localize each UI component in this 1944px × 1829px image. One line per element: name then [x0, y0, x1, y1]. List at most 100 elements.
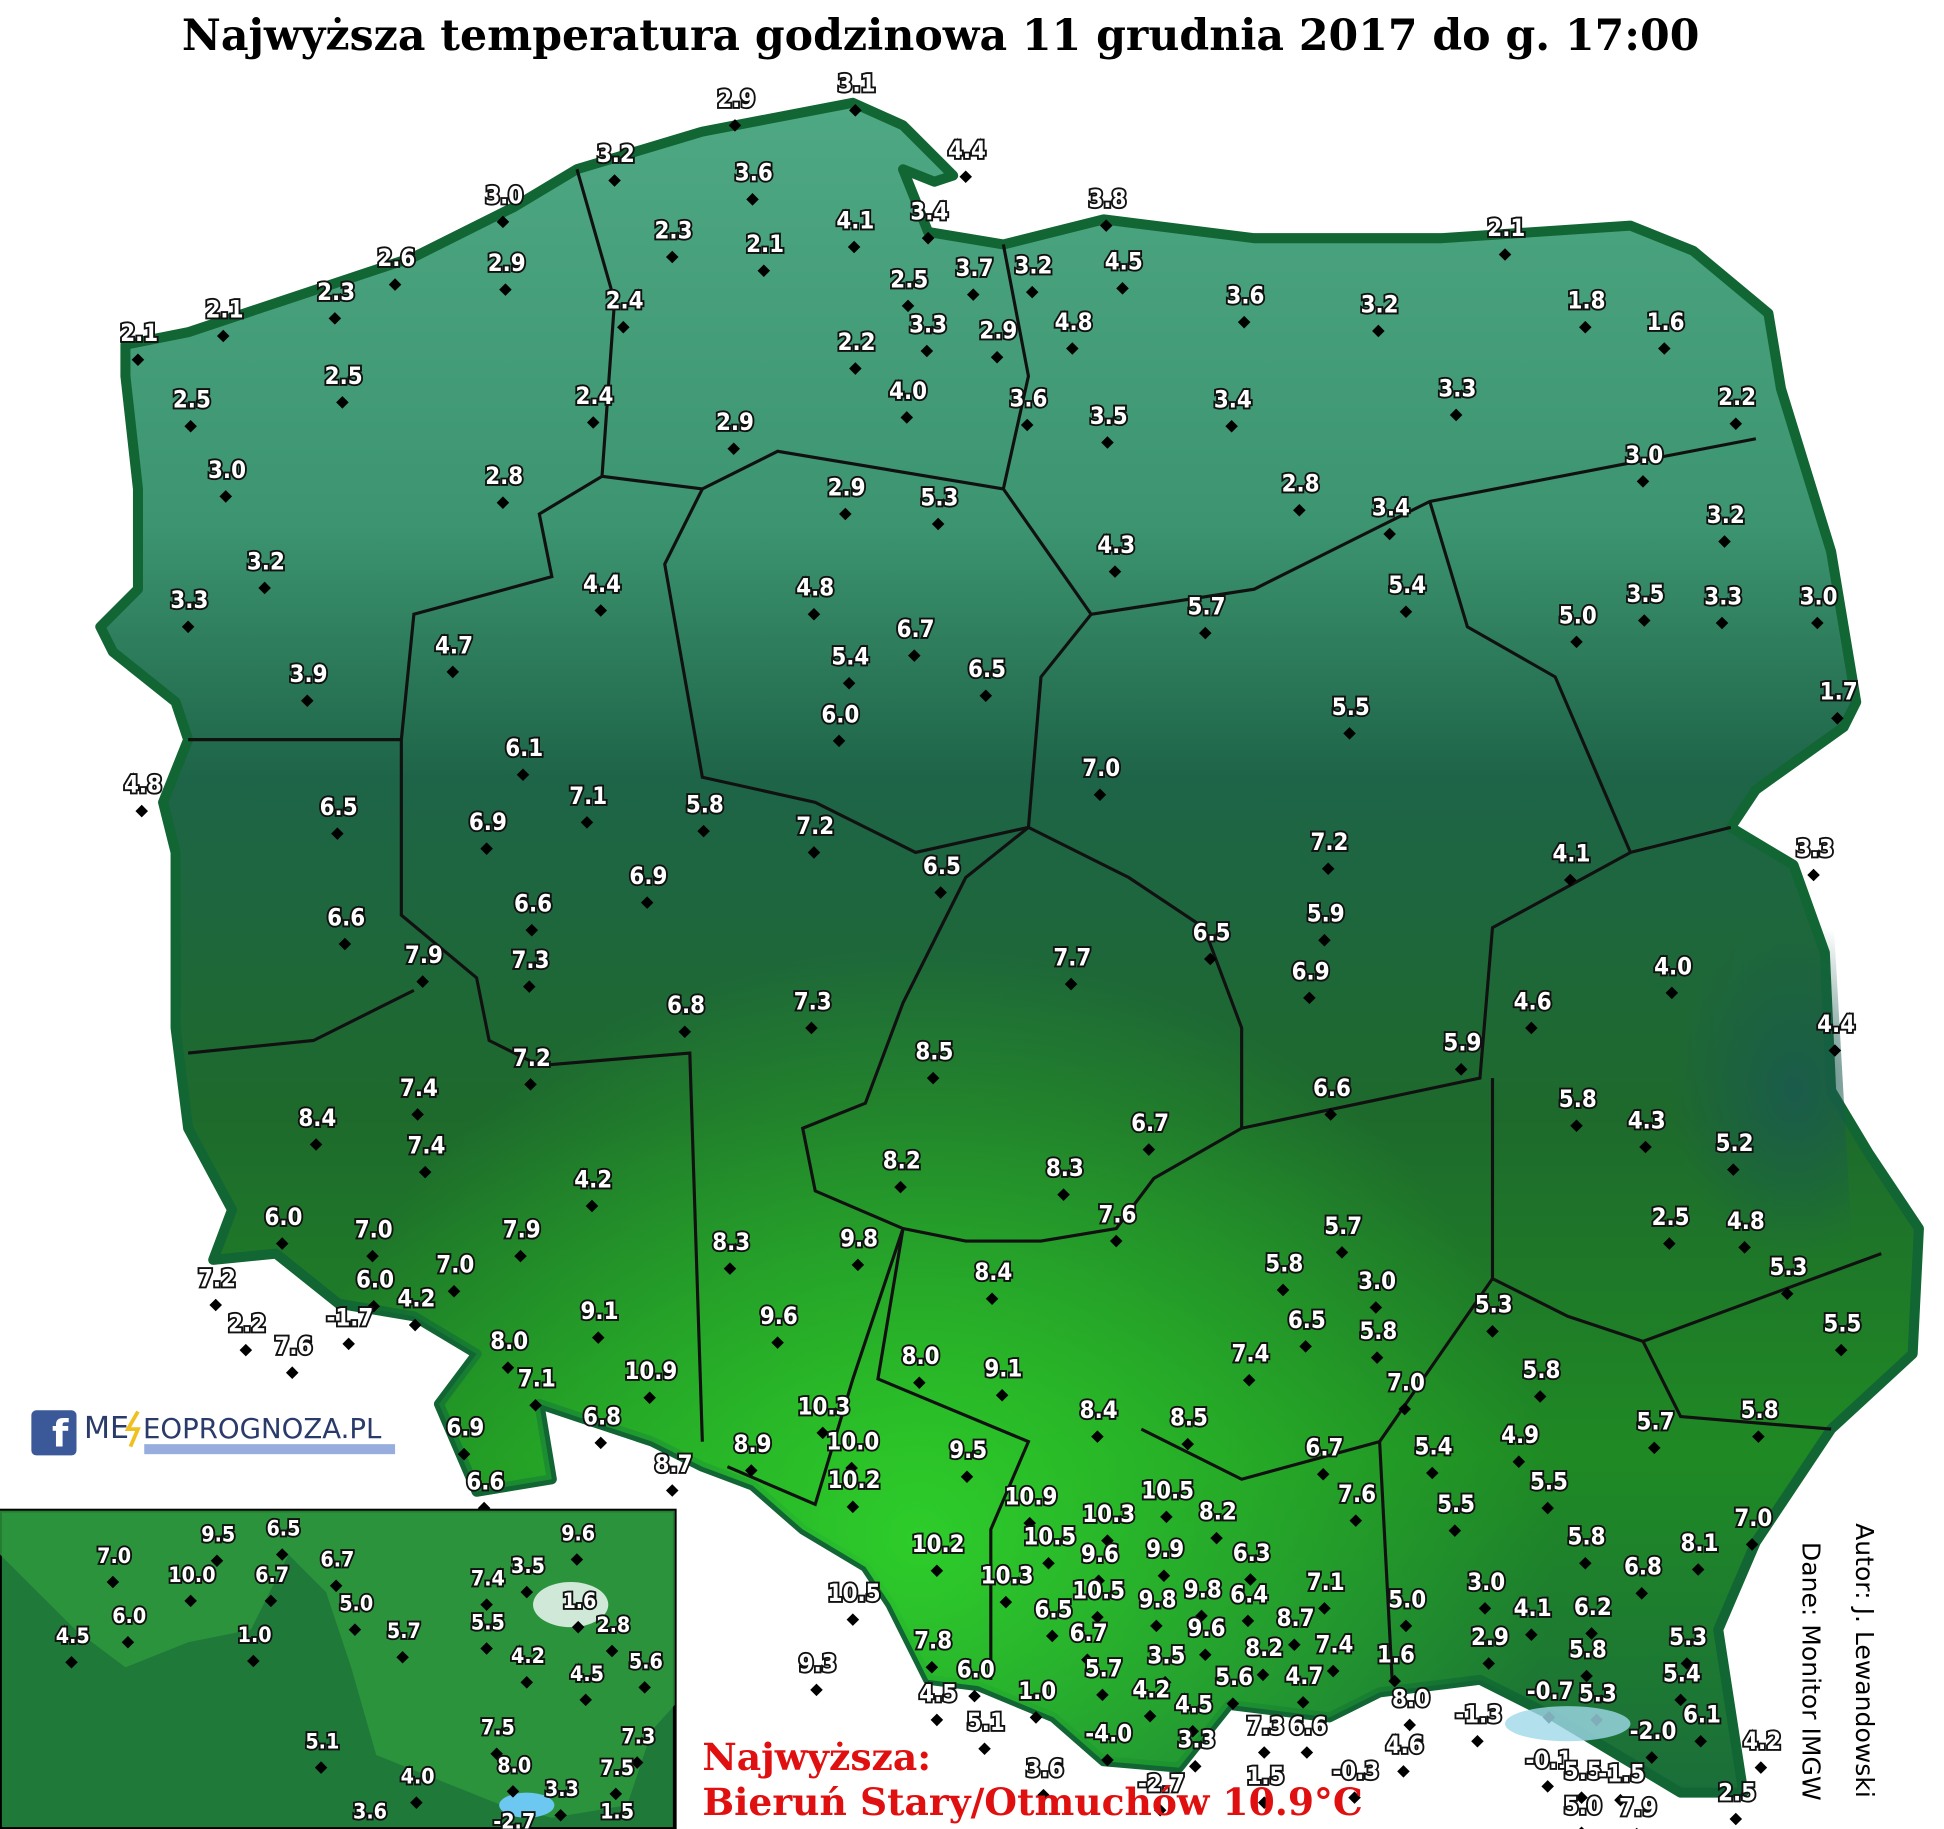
- station-temperature: 7.9: [405, 941, 443, 969]
- station-temperature: 8.9: [734, 1430, 772, 1458]
- station-temperature: 10.2: [828, 1466, 881, 1494]
- station-marker: [411, 1108, 424, 1121]
- station-marker: [496, 215, 510, 229]
- data-source: Dane: Monitor IMGW: [1796, 1542, 1825, 1801]
- station-marker: [630, 1756, 644, 1769]
- station-marker: [1448, 1524, 1462, 1537]
- station-temperature: 7.3: [512, 946, 550, 974]
- station-temperature: 1.6: [562, 1589, 596, 1614]
- station-marker: [1037, 1788, 1050, 1802]
- station-marker: [408, 1318, 422, 1332]
- station-temperature: 3.0: [208, 456, 246, 484]
- station-temperature: 7.4: [407, 1132, 445, 1160]
- station-temperature: 3.5: [1090, 402, 1128, 430]
- station-marker: [1318, 933, 1331, 947]
- station-temperature: 7.6: [1338, 1480, 1376, 1508]
- station-marker: [1478, 1602, 1492, 1615]
- region-borders: [187, 168, 1882, 1680]
- station-marker: [1482, 1657, 1495, 1670]
- station-marker: [638, 1681, 651, 1694]
- station-temperature: 5.0: [339, 1592, 373, 1617]
- station-temperature: 6.7: [320, 1548, 354, 1573]
- station-temperature: 1.6: [1377, 1641, 1415, 1669]
- station-marker: [966, 288, 980, 301]
- max-text: Bieruń Stary/Otmuchów 10.9°C: [702, 1780, 1362, 1824]
- station-marker: [678, 1025, 692, 1038]
- station-temperature: 2.3: [317, 278, 355, 306]
- station-temperature: 2.9: [716, 408, 754, 436]
- station-temperature: 3.0: [1358, 1267, 1396, 1295]
- station-marker: [219, 490, 233, 503]
- station-temperature: 3.4: [910, 198, 948, 226]
- station-marker: [894, 1180, 907, 1194]
- station-marker: [591, 1331, 605, 1344]
- station-temperature: 4.2: [1132, 1676, 1170, 1704]
- station-marker: [846, 1500, 860, 1514]
- station-marker: [839, 507, 852, 521]
- station-temperature: 5.0: [1564, 1792, 1602, 1820]
- station-temperature: 8.0: [902, 1342, 940, 1370]
- station-marker: [570, 1553, 584, 1566]
- station-temperature: 8.7: [655, 1450, 693, 1478]
- station-temperature: 3.9: [290, 660, 328, 688]
- station-marker: [1296, 1696, 1310, 1709]
- station-temperature: 9.5: [201, 1523, 235, 1548]
- title: Najwyższa temperatura godzinowa 11 grudn…: [182, 11, 1699, 61]
- station-temperature: 7.2: [198, 1264, 236, 1292]
- station-temperature: 7.2: [1310, 828, 1348, 856]
- station-marker: [1081, 1653, 1094, 1667]
- station-temperature: 3.5: [1147, 1642, 1185, 1670]
- station-temperature: 3.5: [1627, 580, 1665, 608]
- station-temperature: 1.6: [1647, 308, 1685, 336]
- station-temperature: 5.3: [920, 483, 958, 511]
- station-marker: [1108, 565, 1122, 578]
- station-marker: [529, 1399, 542, 1412]
- station-temperature: -2.7: [493, 1810, 535, 1829]
- station-temperature: 3.3: [170, 586, 208, 614]
- station-marker: [757, 264, 771, 278]
- station-temperature: 5.6: [629, 1649, 663, 1674]
- station-marker: [131, 353, 145, 367]
- station-marker: [520, 1585, 534, 1599]
- station-marker: [554, 1808, 567, 1822]
- station-temperature: 7.5: [600, 1756, 634, 1781]
- station-temperature: 6.0: [112, 1604, 146, 1629]
- station-temperature: 2.9: [717, 85, 755, 113]
- station-temperature: 2.5: [325, 362, 363, 390]
- station-temperature: 3.3: [1704, 582, 1742, 610]
- station-marker: [1563, 873, 1577, 887]
- station-temperature: 4.1: [1514, 1594, 1552, 1622]
- station-temperature: 4.8: [1055, 308, 1093, 336]
- station-marker: [930, 1713, 944, 1727]
- station-temperature: 3.0: [1800, 582, 1838, 610]
- station-marker: [388, 278, 402, 291]
- station-marker: [366, 1249, 379, 1263]
- station-temperature: 10.9: [1005, 1483, 1058, 1511]
- station-temperature: 6.8: [583, 1402, 621, 1430]
- station-marker: [842, 676, 856, 690]
- station-temperature: 3.6: [1009, 384, 1047, 412]
- station-temperature: 4.5: [919, 1679, 957, 1707]
- station-marker: [1066, 342, 1079, 355]
- station-marker: [1241, 1614, 1255, 1628]
- station-marker: [1512, 1455, 1526, 1468]
- station-temperature: 6.2: [1574, 1593, 1612, 1621]
- station-temperature: 6.8: [1624, 1553, 1662, 1581]
- station-temperature: 3.4: [1372, 493, 1410, 521]
- station-temperature: -1.3: [1455, 1701, 1502, 1729]
- station-temperature: 4.5: [1175, 1691, 1213, 1719]
- station-marker: [805, 1021, 818, 1035]
- station-marker: [1397, 1765, 1410, 1778]
- station-temperature: -1.7: [326, 1303, 373, 1331]
- station-marker: [1369, 1301, 1383, 1314]
- station-marker: [1349, 1514, 1363, 1527]
- station-temperature: 8.3: [712, 1228, 750, 1256]
- station-marker: [216, 329, 230, 343]
- station-marker: [1729, 417, 1743, 430]
- mountain-cold: [499, 1792, 555, 1818]
- station-temperature: 8.4: [1080, 1396, 1118, 1424]
- station-temperature: 7.6: [1099, 1200, 1137, 1228]
- station-marker: [580, 816, 594, 829]
- station-marker: [106, 1575, 120, 1589]
- station-marker: [1293, 503, 1306, 517]
